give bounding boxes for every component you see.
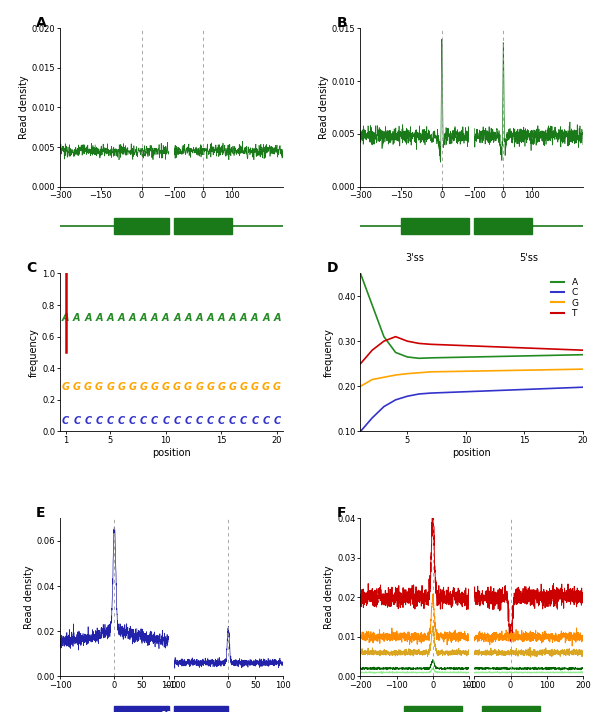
Text: D: D bbox=[327, 261, 338, 275]
Text: A: A bbox=[173, 313, 181, 323]
Bar bbox=[174, 218, 232, 234]
Text: A: A bbox=[218, 313, 225, 323]
Text: G: G bbox=[240, 382, 248, 392]
Y-axis label: Read density: Read density bbox=[19, 75, 29, 140]
Text: G: G bbox=[184, 382, 192, 392]
Text: 5'ss: 5'ss bbox=[519, 253, 538, 263]
Text: C: C bbox=[273, 417, 281, 426]
Text: A: A bbox=[129, 313, 136, 323]
Bar bbox=[174, 706, 228, 712]
Text: A: A bbox=[262, 313, 270, 323]
Text: C: C bbox=[129, 417, 136, 426]
Bar bbox=[481, 706, 540, 712]
Text: A: A bbox=[229, 313, 236, 323]
Text: A: A bbox=[162, 313, 169, 323]
Text: F: F bbox=[337, 506, 346, 520]
Text: C: C bbox=[62, 417, 69, 426]
Text: A: A bbox=[106, 313, 114, 323]
Text: G: G bbox=[139, 382, 147, 392]
Y-axis label: frequency: frequency bbox=[325, 328, 334, 377]
Text: A: A bbox=[36, 16, 47, 30]
Text: G: G bbox=[206, 382, 215, 392]
Text: C: C bbox=[195, 417, 203, 426]
Text: C: C bbox=[251, 417, 258, 426]
Text: C: C bbox=[263, 417, 269, 426]
Text: A: A bbox=[73, 313, 81, 323]
Text: A: A bbox=[251, 313, 258, 323]
Text: pseudo-exon: pseudo-exon bbox=[403, 221, 468, 231]
Legend: A, C, G, T: A, C, G, T bbox=[551, 278, 578, 318]
Text: A: A bbox=[207, 313, 214, 323]
Text: A: A bbox=[118, 313, 125, 323]
Text: G: G bbox=[129, 382, 136, 392]
Text: G: G bbox=[73, 382, 81, 392]
Text: A: A bbox=[240, 313, 248, 323]
Text: C: C bbox=[96, 417, 103, 426]
Text: 3'ss: 3'ss bbox=[405, 253, 424, 263]
Text: C: C bbox=[185, 417, 192, 426]
Text: G: G bbox=[273, 382, 281, 392]
Text: G: G bbox=[251, 382, 259, 392]
Text: A: A bbox=[84, 313, 92, 323]
Text: G: G bbox=[106, 382, 114, 392]
Text: G: G bbox=[117, 382, 125, 392]
Text: G: G bbox=[62, 382, 70, 392]
Text: C: C bbox=[151, 417, 158, 426]
X-axis label: position: position bbox=[453, 448, 491, 458]
Bar bbox=[114, 706, 169, 712]
Y-axis label: Read density: Read density bbox=[24, 565, 34, 629]
Text: C: C bbox=[84, 417, 91, 426]
Text: A: A bbox=[151, 313, 159, 323]
Text: C: C bbox=[229, 417, 236, 426]
Text: C: C bbox=[218, 417, 225, 426]
Text: A: A bbox=[273, 313, 281, 323]
Bar bbox=[474, 218, 532, 234]
Bar bbox=[401, 218, 469, 234]
Text: G: G bbox=[218, 382, 225, 392]
Text: C: C bbox=[162, 417, 169, 426]
Text: C: C bbox=[106, 417, 114, 426]
Text: C: C bbox=[207, 417, 214, 426]
Text: ECR: ECR bbox=[132, 221, 151, 231]
X-axis label: position: position bbox=[152, 448, 191, 458]
Text: G: G bbox=[151, 382, 159, 392]
Text: G: G bbox=[95, 382, 103, 392]
Text: G: G bbox=[262, 382, 270, 392]
Y-axis label: frequency: frequency bbox=[29, 328, 39, 377]
Text: A: A bbox=[96, 313, 103, 323]
Text: C: C bbox=[26, 261, 37, 275]
Text: C: C bbox=[173, 417, 180, 426]
Text: C: C bbox=[73, 417, 81, 426]
Text: G: G bbox=[228, 382, 237, 392]
Text: G: G bbox=[173, 382, 181, 392]
Text: B: B bbox=[337, 16, 347, 30]
Text: A: A bbox=[62, 313, 69, 323]
Text: A: A bbox=[140, 313, 147, 323]
Text: C: C bbox=[140, 417, 147, 426]
Text: G: G bbox=[195, 382, 203, 392]
Text: C: C bbox=[118, 417, 125, 426]
Text: G: G bbox=[162, 382, 170, 392]
Y-axis label: Read density: Read density bbox=[325, 565, 334, 629]
Y-axis label: Read density: Read density bbox=[319, 75, 329, 140]
Text: exon: exon bbox=[421, 709, 445, 712]
Bar bbox=[114, 218, 169, 234]
Bar bbox=[404, 706, 462, 712]
Text: A: A bbox=[195, 313, 203, 323]
Text: G: G bbox=[84, 382, 92, 392]
Text: C: C bbox=[240, 417, 247, 426]
Text: coding sequence: coding sequence bbox=[161, 709, 241, 712]
Text: E: E bbox=[36, 506, 46, 520]
Text: A: A bbox=[185, 313, 192, 323]
